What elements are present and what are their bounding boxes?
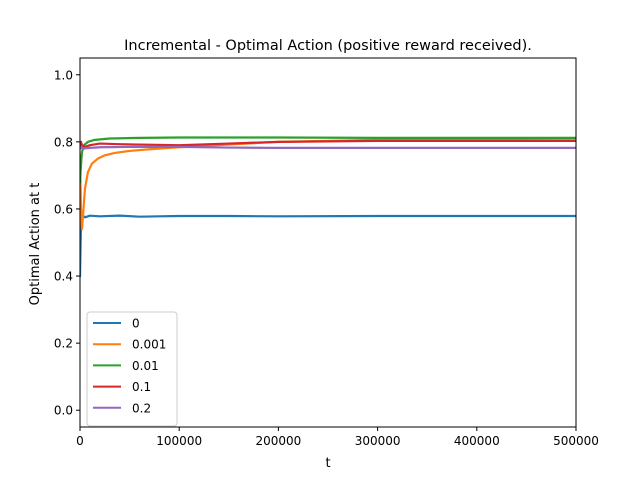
x-tick-label: 400000 [454,434,500,448]
x-axis-label: t [325,456,330,471]
series-line-3 [80,139,576,148]
legend-label: 0.2 [132,401,151,415]
y-axis-label: Optimal Action at t [28,183,43,306]
y-tick-label: 0.2 [54,337,73,351]
series-line-4 [80,145,576,151]
legend-label: 0.1 [132,380,151,394]
y-tick-label: 0.0 [54,404,73,418]
y-tick-label: 0.8 [54,135,73,149]
y-tick-label: 1.0 [54,68,73,82]
series-line-2 [80,136,576,184]
legend-label: 0.01 [132,359,159,373]
legend-label: 0.001 [132,338,166,352]
legend: 0 0.001 0.01 0.1 0.2 [86,311,178,427]
legend-box [86,311,178,427]
legend-label: 0 [132,317,140,331]
series-layer [80,136,576,278]
y-tick-label: 0.6 [54,202,73,216]
x-tick-label: 500000 [553,434,599,448]
x-tick-label: 200000 [255,434,301,448]
y-tick-label: 0.4 [54,270,73,284]
x-tick-label: 0 [76,434,84,448]
plot-frame [79,57,577,428]
axes-layer: 0 100000 200000 300000 400000 500000 0.0 0.2 0.4… [54,57,599,448]
x-tick-label: 100000 [156,434,202,448]
chart-title: Incremental - Optimal Action (positive r… [124,38,532,54]
x-tick-label: 300000 [355,434,401,448]
